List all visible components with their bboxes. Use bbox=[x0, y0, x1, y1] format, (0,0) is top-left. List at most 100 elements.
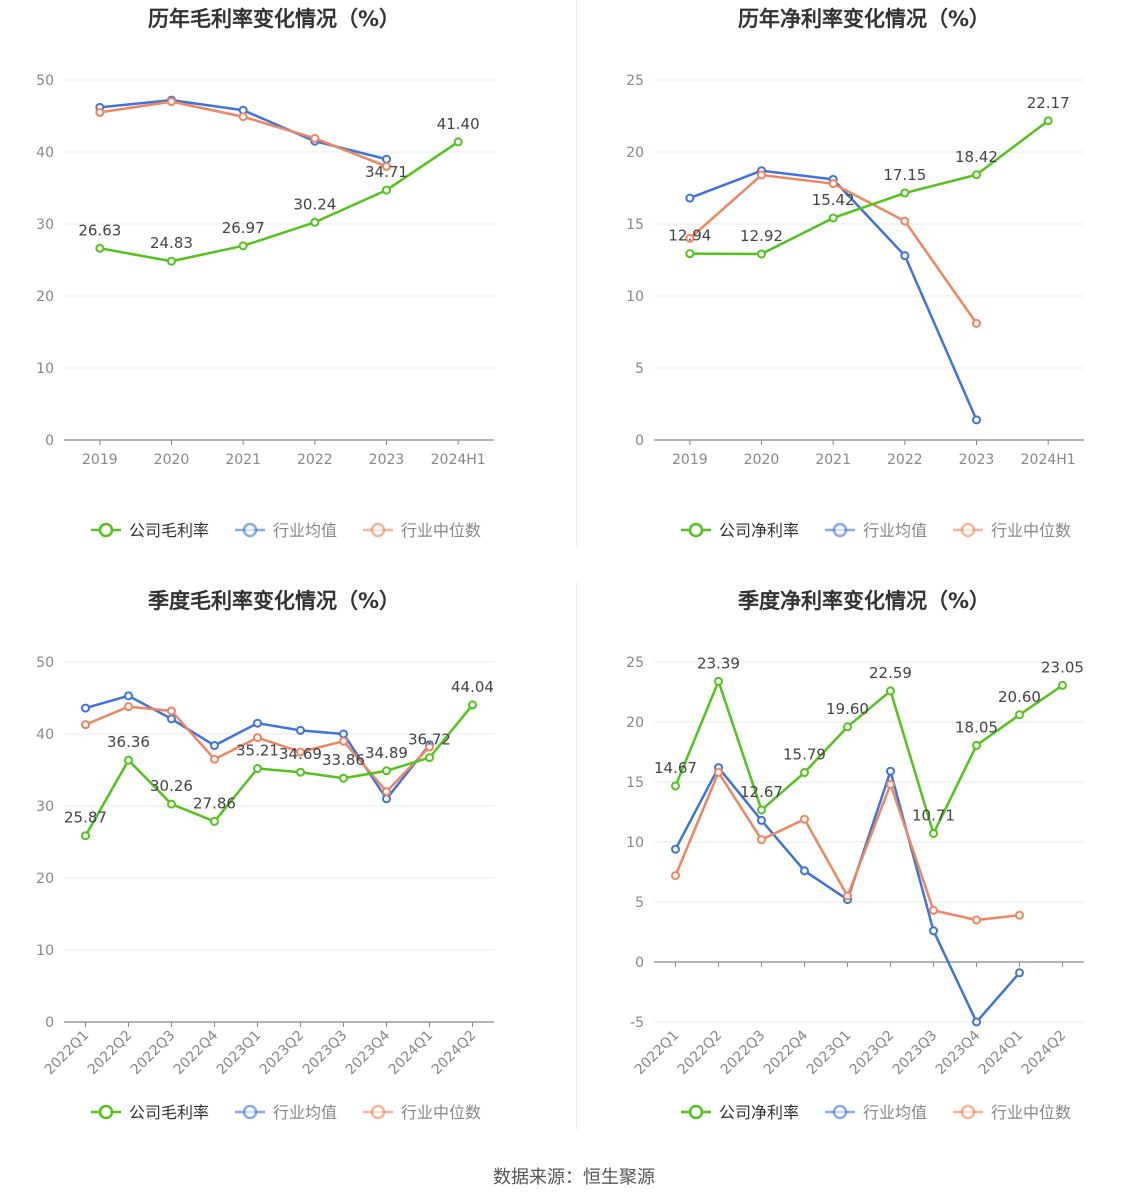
chart-svg: 历年净利率变化情况（%） 0 5 10 15 20 25 2019 2020 2021 2022 20… bbox=[626, 7, 1084, 540]
data-label: 15.79 bbox=[783, 746, 826, 764]
legend-marker-icon bbox=[960, 522, 976, 538]
data-point bbox=[95, 107, 105, 117]
data-point bbox=[382, 787, 391, 797]
x-tick-label: 2023Q3 bbox=[300, 1028, 351, 1079]
x-tick-label: 2022Q2 bbox=[85, 1028, 136, 1079]
data-point bbox=[714, 767, 723, 777]
y-tick-label: 0 bbox=[45, 1015, 54, 1031]
x-tick-label: 2023Q3 bbox=[890, 1028, 941, 1079]
legend-item: 行业均值 bbox=[235, 1103, 337, 1122]
x-tick-label: 2023Q4 bbox=[343, 1027, 394, 1078]
data-label: 23.39 bbox=[697, 654, 740, 672]
data-label: 20.60 bbox=[998, 688, 1041, 706]
x-tick-label: 2024H1 bbox=[431, 452, 486, 468]
chart-title: 历年毛利率变化情况（%） bbox=[148, 7, 400, 31]
legend-marker-icon bbox=[960, 1104, 976, 1120]
data-label: 23.05 bbox=[1041, 658, 1084, 676]
data-label: 18.42 bbox=[955, 148, 998, 166]
data-label: 36.36 bbox=[107, 733, 150, 751]
data-label: 25.87 bbox=[64, 809, 107, 827]
legend-item: 行业均值 bbox=[235, 521, 337, 540]
data-point bbox=[382, 154, 391, 164]
legend-label: 公司净利率 bbox=[719, 1103, 799, 1122]
data-label: 12.67 bbox=[740, 783, 783, 801]
data-label: 18.05 bbox=[955, 718, 998, 736]
x-tick-label: 2022Q2 bbox=[675, 1028, 726, 1079]
data-point bbox=[167, 256, 176, 266]
data-point bbox=[886, 686, 895, 696]
data-point bbox=[757, 805, 766, 815]
data-point bbox=[1015, 710, 1024, 720]
data-label: 26.63 bbox=[78, 221, 121, 239]
legend-marker-icon bbox=[832, 522, 848, 538]
legend-label: 行业均值 bbox=[273, 521, 337, 540]
legend-label: 行业中位数 bbox=[991, 521, 1071, 540]
chart-panel-quarterly-gross-margin: 季度毛利率变化情况（%） 0 10 20 30 40 50 2022Q1 2022Q2 2022Q… bbox=[0, 582, 574, 1164]
x-tick-label: 2022Q1 bbox=[42, 1028, 93, 1079]
data-point bbox=[425, 753, 434, 763]
data-point bbox=[714, 676, 723, 686]
data-label: 34.89 bbox=[365, 744, 408, 762]
y-tick-label: 25 bbox=[626, 655, 644, 671]
x-tick-label: 2023Q1 bbox=[214, 1028, 265, 1079]
y-tick-label: 10 bbox=[626, 289, 644, 305]
data-point bbox=[929, 905, 938, 915]
y-tick-label: 0 bbox=[635, 955, 644, 971]
y-tick-label: 15 bbox=[626, 775, 644, 791]
data-point bbox=[972, 915, 981, 925]
data-label: 12.92 bbox=[740, 227, 783, 245]
x-tick-label: 2022Q4 bbox=[761, 1027, 812, 1078]
y-tick-label: 5 bbox=[635, 895, 644, 911]
data-point bbox=[886, 779, 895, 789]
data-point bbox=[1015, 910, 1024, 920]
legend-label: 行业中位数 bbox=[991, 1103, 1071, 1122]
data-point bbox=[296, 747, 305, 757]
legend-item: 行业中位数 bbox=[363, 521, 481, 540]
data-label: 14.67 bbox=[654, 759, 697, 777]
y-tick-label: -5 bbox=[630, 1015, 644, 1031]
data-point bbox=[929, 926, 938, 936]
x-tick-label: 2021 bbox=[225, 452, 261, 468]
data-point bbox=[238, 112, 248, 122]
x-tick-label: 2022 bbox=[887, 452, 923, 468]
x-tick-label: 2022Q4 bbox=[171, 1027, 222, 1078]
y-tick-label: 25 bbox=[626, 73, 644, 89]
data-point bbox=[296, 767, 305, 777]
x-tick-label: 2024Q2 bbox=[1019, 1028, 1070, 1079]
data-label: 34.71 bbox=[365, 163, 408, 181]
data-point bbox=[1043, 116, 1053, 126]
series-line bbox=[674, 680, 1064, 835]
legend-item: 行业均值 bbox=[825, 1103, 927, 1122]
data-point bbox=[167, 706, 176, 716]
legend-label: 行业均值 bbox=[863, 1103, 927, 1122]
data-point bbox=[425, 742, 434, 752]
data-point bbox=[685, 249, 695, 259]
legend-marker-icon bbox=[688, 1104, 704, 1120]
data-label: 41.40 bbox=[437, 115, 480, 133]
data-source-note: 数据来源：恒生聚源 bbox=[493, 1167, 655, 1188]
data-point bbox=[800, 768, 809, 778]
legend-marker-icon bbox=[370, 522, 386, 538]
legend-item: 公司净利率 bbox=[681, 1103, 799, 1122]
x-tick-label: 2023Q4 bbox=[933, 1027, 984, 1078]
y-tick-label: 30 bbox=[36, 799, 54, 815]
data-point bbox=[382, 794, 391, 804]
y-tick-label: 40 bbox=[36, 145, 54, 161]
y-tick-label: 20 bbox=[626, 715, 644, 731]
legend-item: 公司净利率 bbox=[681, 521, 799, 540]
data-point bbox=[310, 217, 320, 227]
data-point bbox=[972, 170, 981, 180]
data-point bbox=[339, 736, 348, 746]
data-label: 27.86 bbox=[193, 794, 236, 812]
data-point bbox=[253, 733, 262, 743]
y-tick-label: 0 bbox=[45, 433, 54, 449]
data-label: 34.69 bbox=[279, 745, 322, 763]
data-label: 17.15 bbox=[883, 166, 926, 184]
data-label: 44.04 bbox=[451, 678, 494, 696]
data-point bbox=[238, 241, 248, 251]
data-point bbox=[972, 740, 981, 750]
data-point bbox=[339, 773, 348, 783]
x-tick-label: 2023Q1 bbox=[804, 1028, 855, 1079]
data-point bbox=[828, 179, 838, 189]
legend-label: 公司毛利率 bbox=[129, 1103, 209, 1122]
